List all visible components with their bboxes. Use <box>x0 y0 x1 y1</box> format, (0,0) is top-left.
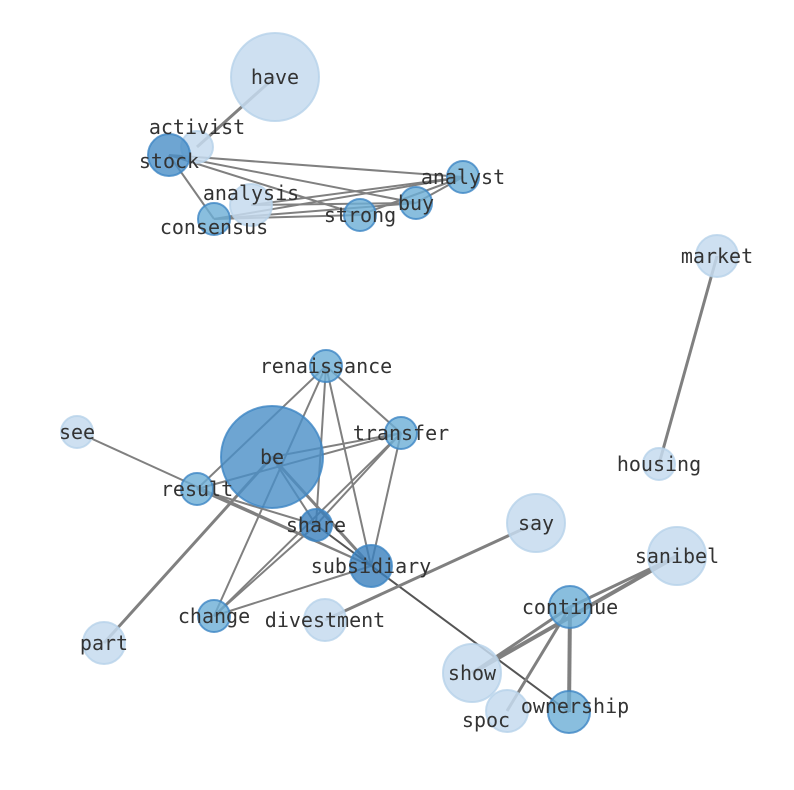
node-label-strong: strong <box>324 203 396 227</box>
node-label-analysis: analysis <box>203 181 299 205</box>
node-analyst[interactable] <box>446 160 480 194</box>
node-label-spoc: spoc <box>462 708 510 732</box>
node-transfer[interactable] <box>384 416 418 450</box>
node-label-subsidiary: subsidiary <box>311 554 431 578</box>
node-sanibel[interactable] <box>647 526 707 586</box>
node-label-result: result <box>161 477 233 501</box>
node-label-ownership: ownership <box>521 694 629 718</box>
node-stock[interactable] <box>147 133 191 177</box>
node-share[interactable] <box>299 508 333 542</box>
edge-share-change <box>213 524 317 617</box>
edge-market-housing <box>657 255 719 465</box>
node-strong[interactable] <box>343 198 377 232</box>
node-part[interactable] <box>82 621 126 665</box>
node-label-housing: housing <box>617 452 701 476</box>
node-buy[interactable] <box>399 186 433 220</box>
node-label-change: change <box>178 604 250 628</box>
edge-analysis-analyst <box>250 176 464 206</box>
node-label-share: share <box>286 513 346 537</box>
edge-stock-analyst <box>168 154 464 178</box>
node-label-sanibel: sanibel <box>635 544 719 568</box>
node-say[interactable] <box>506 493 566 553</box>
edge-see-subsidiary <box>76 431 372 567</box>
edge-transfer-share <box>315 432 402 526</box>
node-label-stock: stock <box>139 149 199 173</box>
node-label-say: say <box>518 511 554 535</box>
node-label-be: be <box>260 445 284 469</box>
edge-transfer-subsidiary <box>370 432 402 567</box>
edge-say-divestment <box>324 521 537 622</box>
node-result[interactable] <box>180 472 214 506</box>
node-change[interactable] <box>197 599 231 633</box>
edge-renaissance-subsidiary <box>325 365 372 567</box>
edge-subsidiary-change <box>213 565 372 617</box>
node-label-analyst: analyst <box>421 165 505 189</box>
node-label-show: show <box>448 661 497 685</box>
nodes-layer <box>60 32 739 734</box>
edge-analysis-buy <box>250 202 417 206</box>
node-label-buy: buy <box>398 191 434 215</box>
node-ownership[interactable] <box>547 690 591 734</box>
node-label-activist: activist <box>149 115 245 139</box>
node-renaissance[interactable] <box>309 349 343 383</box>
node-subsidiary[interactable] <box>349 544 393 588</box>
edge-stock-buy <box>168 154 417 204</box>
node-consensus[interactable] <box>197 202 231 236</box>
node-market[interactable] <box>695 234 739 278</box>
node-spoc[interactable] <box>485 689 529 733</box>
node-show[interactable] <box>442 643 502 703</box>
node-continue[interactable] <box>548 585 592 629</box>
node-see[interactable] <box>60 415 94 449</box>
node-label-have: have <box>251 65 299 89</box>
node-label-market: market <box>681 244 753 268</box>
node-label-consensus: consensus <box>160 215 268 239</box>
node-analysis[interactable] <box>229 183 273 227</box>
node-label-renaissance: renaissance <box>260 354 392 378</box>
node-be[interactable] <box>220 405 324 509</box>
node-label-continue: continue <box>522 595 618 619</box>
node-divestment[interactable] <box>303 598 347 642</box>
node-housing[interactable] <box>642 447 676 481</box>
node-label-transfer: transfer <box>353 421 449 445</box>
node-label-divestment: divestment <box>265 608 385 632</box>
node-label-part: part <box>80 631 128 655</box>
node-label-see: see <box>59 420 95 444</box>
node-have[interactable] <box>230 32 320 122</box>
